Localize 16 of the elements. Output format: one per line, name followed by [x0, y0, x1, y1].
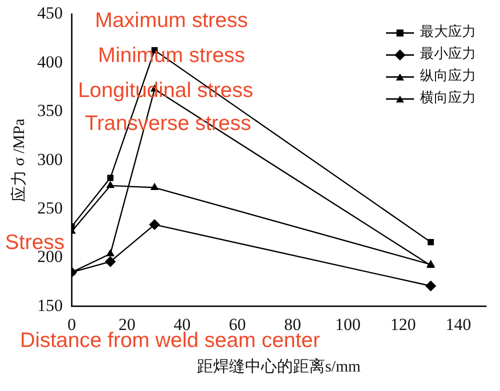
legend-label: 最小应力 [420, 45, 476, 64]
y-axis-title: 应力 σ /MPa [10, 118, 28, 202]
y-tick-label: 300 [37, 150, 63, 169]
y-tick-label: 400 [37, 52, 63, 72]
legend-label: 横向应力 [420, 89, 476, 108]
y-tick-label: 350 [37, 101, 63, 120]
annotation: Maximum stress [95, 9, 248, 32]
y-tick-label: 450 [37, 4, 63, 23]
x-tick-label: 120 [390, 315, 416, 334]
x-tick-label: 140 [446, 315, 472, 334]
y-tick-label: 150 [37, 296, 63, 315]
legend-label: 最大应力 [420, 23, 476, 42]
x-axis-title: 距焊缝中心的距离s/mm [197, 358, 362, 376]
legend-label: 纵向应力 [420, 67, 476, 86]
x-tick-label: 100 [335, 315, 361, 334]
y-tick-label: 250 [37, 198, 63, 218]
